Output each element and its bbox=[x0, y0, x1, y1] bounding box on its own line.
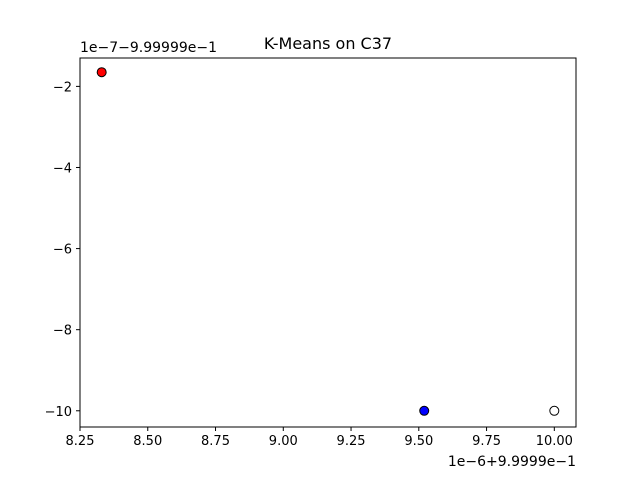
y-axis-ticks: −2 −4 −6 −8 −10 bbox=[45, 80, 80, 420]
x-tick-label: 10.00 bbox=[536, 434, 573, 449]
scatter-points bbox=[96, 67, 560, 416]
y-tick-label: −8 bbox=[53, 324, 72, 339]
x-tick-label: 8.50 bbox=[133, 434, 162, 449]
x-tick-label: 8.25 bbox=[66, 434, 95, 449]
x-tick-label: 9.00 bbox=[269, 434, 298, 449]
x-tick-label: 9.75 bbox=[472, 434, 501, 449]
scatter-point bbox=[549, 405, 560, 416]
y-offset-label: 1e−7−9.99999e−1 bbox=[80, 40, 217, 56]
plot-area-frame bbox=[79, 57, 577, 428]
x-offset-label: 1e−6+9.9999e−1 bbox=[448, 454, 576, 470]
x-axis-ticks: 8.25 8.50 8.75 9.00 9.25 9.50 9.75 10.00 bbox=[66, 427, 573, 449]
chart-title: K-Means on C37 bbox=[264, 34, 392, 53]
y-tick-label: −2 bbox=[53, 80, 72, 95]
x-tick-label: 9.25 bbox=[337, 434, 366, 449]
x-tick-label: 9.50 bbox=[404, 434, 433, 449]
y-tick-label: −6 bbox=[53, 243, 72, 258]
scatter-point bbox=[96, 67, 107, 78]
scatter-point bbox=[419, 405, 430, 416]
y-tick-label: −4 bbox=[53, 161, 72, 176]
y-tick-label: −10 bbox=[45, 405, 72, 420]
x-tick-label: 8.75 bbox=[201, 434, 230, 449]
